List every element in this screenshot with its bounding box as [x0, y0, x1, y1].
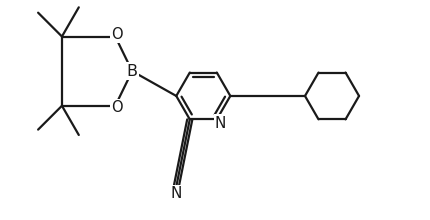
- Text: N: N: [215, 116, 226, 131]
- Text: B: B: [127, 64, 138, 79]
- Text: N: N: [171, 186, 182, 201]
- Text: O: O: [111, 27, 123, 42]
- Text: O: O: [111, 100, 123, 115]
